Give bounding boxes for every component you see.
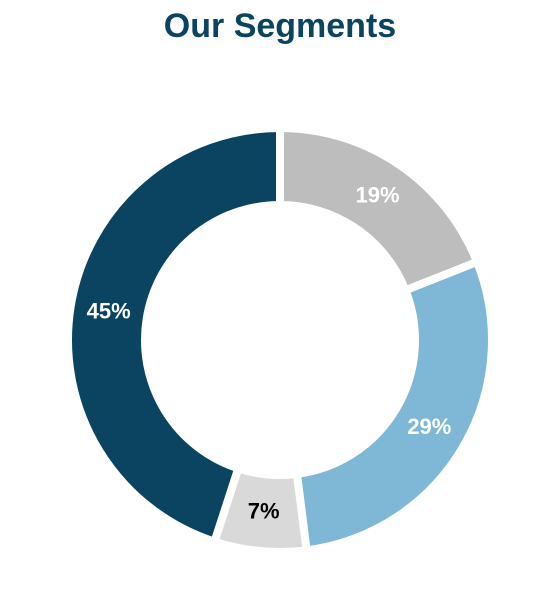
chart-title: Our Segments (164, 7, 396, 45)
data-label: 29% (407, 414, 451, 439)
data-label: 7% (248, 499, 280, 524)
donut-segment (276, 123, 483, 296)
donut-segment (292, 256, 496, 555)
data-label: 19% (355, 182, 399, 207)
donut-segment (64, 123, 284, 547)
data-label: 45% (87, 299, 131, 324)
